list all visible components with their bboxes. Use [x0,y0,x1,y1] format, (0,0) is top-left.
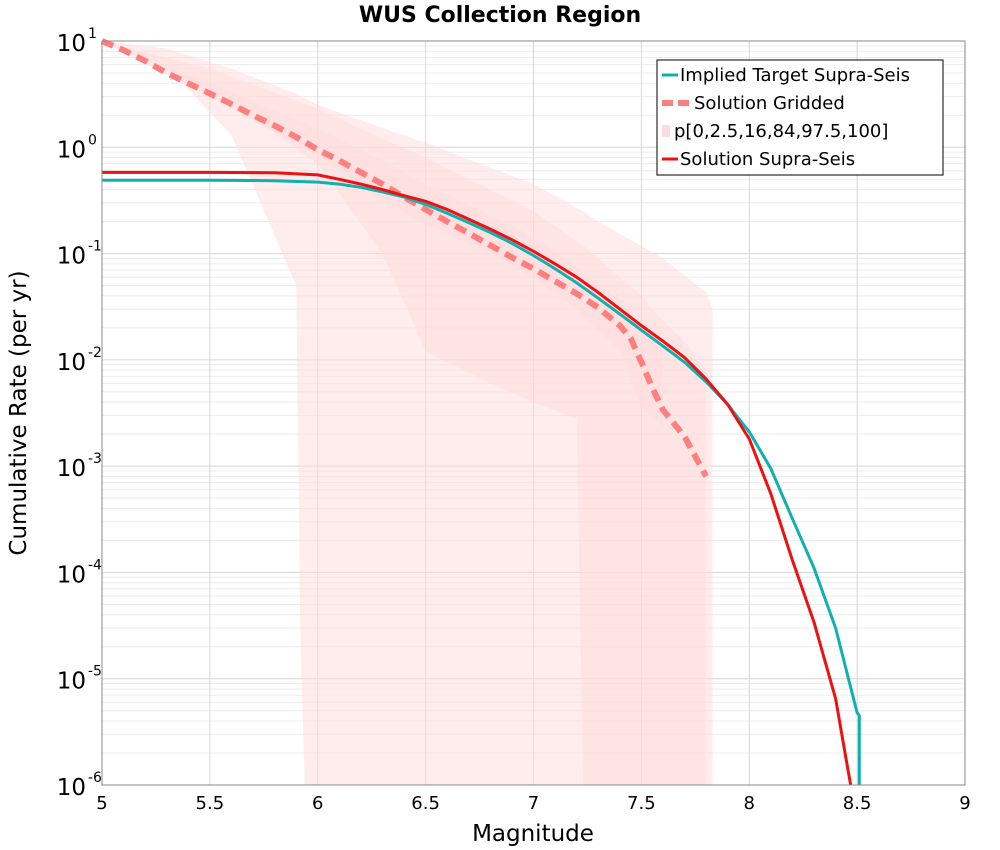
y-tick-exponent: -1 [88,239,102,255]
series-lines [100,38,861,786]
legend-label: Implied Target Supra-Seis [680,65,910,86]
chart-title: WUS Collection Region [359,3,641,28]
y-tick-label: 10 [57,456,86,482]
y-tick-exponent: -3 [88,451,102,467]
y-tick-exponent: 0 [88,132,97,148]
y-tick-exponent: 1 [88,26,97,42]
legend-label: Solution Supra-Seis [680,149,855,170]
y-tick-label: 10 [57,31,86,57]
y-tick-label: 10 [57,350,86,376]
y-tick-label: 10 [57,137,86,163]
legend: Implied Target Supra-Seis Solution Gridde… [656,59,944,176]
x-tick-label: 8.5 [843,793,872,814]
y-tick-label: 10 [57,775,86,801]
series-line-solution-supra-seis [102,170,853,786]
y-tick-exponent: -2 [88,345,102,361]
percentile-band-2.5-97.5 [102,41,707,785]
y-tick-label: 10 [57,244,86,270]
legend-box [656,59,944,176]
x-tick-label: 7.5 [627,793,656,814]
x-tick-label: 6.5 [411,793,440,814]
plot-frame [101,40,966,786]
x-tick-label: 8 [744,793,755,814]
y-tick-exponent: -5 [88,664,102,680]
series-line-solution-gridded [100,38,709,478]
series-line-implied-target-supra-seis [102,178,861,785]
x-ticks: 5 5.5 6 6.5 7 7.5 8 8.5 9 [96,793,970,814]
y-tick-label: 10 [57,669,86,695]
legend-label: Solution Gridded [694,93,845,114]
x-tick-label: 5 [96,793,107,814]
legend-label: p[0,2.5,16,84,97.5,100] [674,121,888,142]
y-tick-exponent: -6 [88,770,102,786]
y-tick-exponent: -4 [88,557,102,573]
x-tick-label: 7 [528,793,539,814]
x-axis-label: Magnitude [472,821,594,847]
x-tick-label: 9 [959,793,970,814]
y-tick-label: 10 [57,562,86,588]
percentile-band-0-100 [102,41,713,785]
x-tick-label: 6 [312,793,323,814]
legend-swatch [662,125,670,137]
y-axis-label: Cumulative Rate (per yr) [6,270,32,555]
x-tick-label: 5.5 [196,793,225,814]
percentile-bands [102,41,713,785]
